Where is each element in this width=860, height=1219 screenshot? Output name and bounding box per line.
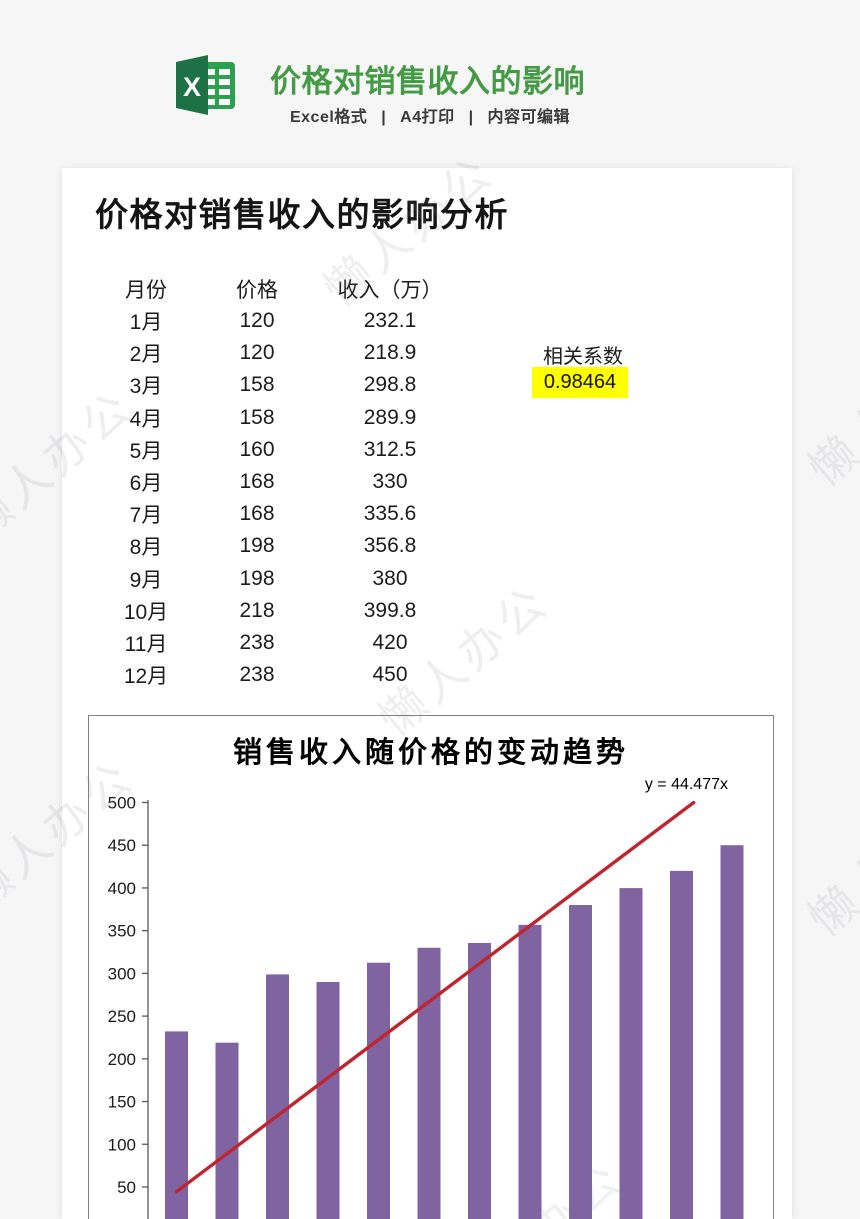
y-tick-label: 350 bbox=[108, 922, 136, 941]
cell-month: 9月 bbox=[129, 568, 163, 592]
cell-revenue: 330 bbox=[372, 470, 408, 494]
price-revenue-table: 月份 价格 收入（万） 1月 120 232.1 2月 120 218.9 3月 158 298… bbox=[94, 272, 464, 691]
table-header-row: 月份 价格 收入（万） bbox=[94, 272, 464, 305]
bar-2月 bbox=[215, 1042, 239, 1219]
column-header-price: 价格 bbox=[236, 278, 278, 302]
cell-price: 238 bbox=[239, 630, 275, 654]
table-row: 11月 238 420 bbox=[94, 627, 464, 659]
column-header-revenue: 收入（万） bbox=[337, 278, 443, 302]
chart-title: 销售收入随价格的变动趋势 bbox=[232, 737, 629, 769]
cell-price: 168 bbox=[239, 502, 275, 526]
cell-month: 6月 bbox=[129, 472, 163, 496]
y-tick-label: 150 bbox=[108, 1093, 136, 1112]
cell-price: 238 bbox=[239, 663, 275, 687]
trendline-equation: y = 44.477x bbox=[644, 776, 728, 793]
cell-month: 11月 bbox=[124, 632, 168, 656]
sheet-card: 价格对销售收入的影响分析 月份 价格 收入（万） 1月 120 232.1 2月 120… bbox=[62, 168, 792, 1219]
cell-price: 120 bbox=[239, 341, 275, 365]
cell-revenue: 312.5 bbox=[363, 437, 417, 461]
table-row: 9月 198 380 bbox=[94, 563, 464, 595]
cell-month: 5月 bbox=[129, 439, 163, 463]
excel-logo-icon: X bbox=[176, 55, 235, 115]
cell-revenue: 232.1 bbox=[363, 309, 417, 333]
page-title: 价格对销售收入的影响 bbox=[270, 64, 585, 99]
cell-revenue: 335.6 bbox=[363, 502, 417, 526]
bar-11月 bbox=[670, 870, 693, 1219]
table-body: 1月 120 232.1 2月 120 218.9 3月 158 298.8 4月 158 289.9… bbox=[94, 305, 464, 691]
y-tick-label: 450 bbox=[108, 836, 136, 855]
y-tick-label: 300 bbox=[108, 964, 136, 983]
cell-price: 158 bbox=[239, 405, 275, 429]
correlation-label: 相关系数 bbox=[543, 346, 623, 368]
y-tick-label: 250 bbox=[108, 1007, 136, 1026]
cell-month: 3月 bbox=[129, 375, 163, 399]
trend-line bbox=[174, 800, 696, 1194]
column-header-month: 月份 bbox=[125, 278, 167, 302]
table-row: 7月 168 335.6 bbox=[94, 498, 464, 530]
cell-month: 12月 bbox=[123, 665, 169, 689]
correlation-value-cell: 0.98464 bbox=[532, 367, 628, 398]
cell-revenue: 356.8 bbox=[363, 534, 417, 558]
bar-4月 bbox=[316, 982, 340, 1219]
bar-1月 bbox=[165, 1031, 188, 1219]
y-tick-label: 50 bbox=[117, 1178, 136, 1197]
cell-revenue: 450 bbox=[372, 663, 408, 687]
bar-6月 bbox=[417, 947, 441, 1219]
chart-plot-area: 50 100 150 200 250 300 350 400 450 500 bbox=[108, 794, 744, 1219]
page-subtitle: Excel格式 | A4打印 | 内容可编辑 bbox=[289, 109, 570, 126]
cell-price: 198 bbox=[239, 534, 275, 558]
bar-9月 bbox=[569, 905, 592, 1219]
bar-5月 bbox=[367, 962, 390, 1219]
cell-month: 2月 bbox=[129, 343, 163, 367]
table-row: 5月 160 312.5 bbox=[94, 434, 464, 466]
cell-price: 198 bbox=[239, 566, 275, 590]
bar-8月 bbox=[518, 924, 542, 1219]
y-tick-label: 100 bbox=[108, 1135, 136, 1154]
table-row: 1月 120 232.1 bbox=[94, 305, 464, 337]
cell-price: 218 bbox=[239, 598, 275, 622]
cell-month: 1月 bbox=[129, 311, 163, 335]
table-row: 3月 158 298.8 bbox=[94, 369, 464, 401]
cell-revenue: 420 bbox=[372, 630, 408, 654]
sheet-title: 价格对销售收入的影响分析 bbox=[95, 196, 509, 233]
table-row: 10月 218 399.8 bbox=[94, 595, 464, 627]
cell-price: 160 bbox=[239, 437, 275, 461]
cell-month: 7月 bbox=[129, 504, 163, 528]
bar-7月 bbox=[468, 942, 491, 1219]
y-tick-label: 500 bbox=[108, 794, 136, 813]
y-tick-label: 200 bbox=[108, 1050, 136, 1069]
watermark: 懒人办公 bbox=[799, 774, 860, 946]
watermark: 懒人办公 bbox=[799, 324, 860, 496]
y-tick-label: 400 bbox=[108, 879, 136, 898]
cell-price: 168 bbox=[239, 470, 275, 494]
cell-revenue: 218.9 bbox=[363, 341, 417, 365]
cell-price: 158 bbox=[239, 373, 275, 397]
cell-revenue: 289.9 bbox=[363, 405, 417, 429]
cell-revenue: 380 bbox=[372, 566, 408, 590]
cell-month: 8月 bbox=[129, 536, 163, 560]
cell-month: 10月 bbox=[123, 600, 169, 624]
table-row: 12月 238 450 bbox=[94, 659, 464, 691]
table-row: 4月 158 289.9 bbox=[94, 402, 464, 434]
cell-revenue: 298.8 bbox=[363, 373, 417, 397]
bar-3月 bbox=[266, 974, 289, 1219]
cell-revenue: 399.8 bbox=[363, 598, 417, 622]
bar-12月 bbox=[720, 845, 744, 1219]
svg-text:X: X bbox=[183, 72, 201, 102]
table-row: 8月 198 356.8 bbox=[94, 530, 464, 562]
cell-price: 120 bbox=[239, 309, 275, 333]
bar-10月 bbox=[619, 888, 643, 1219]
table-row: 6月 168 330 bbox=[94, 466, 464, 498]
table-row: 2月 120 218.9 bbox=[94, 337, 464, 369]
cell-month: 4月 bbox=[129, 407, 163, 431]
